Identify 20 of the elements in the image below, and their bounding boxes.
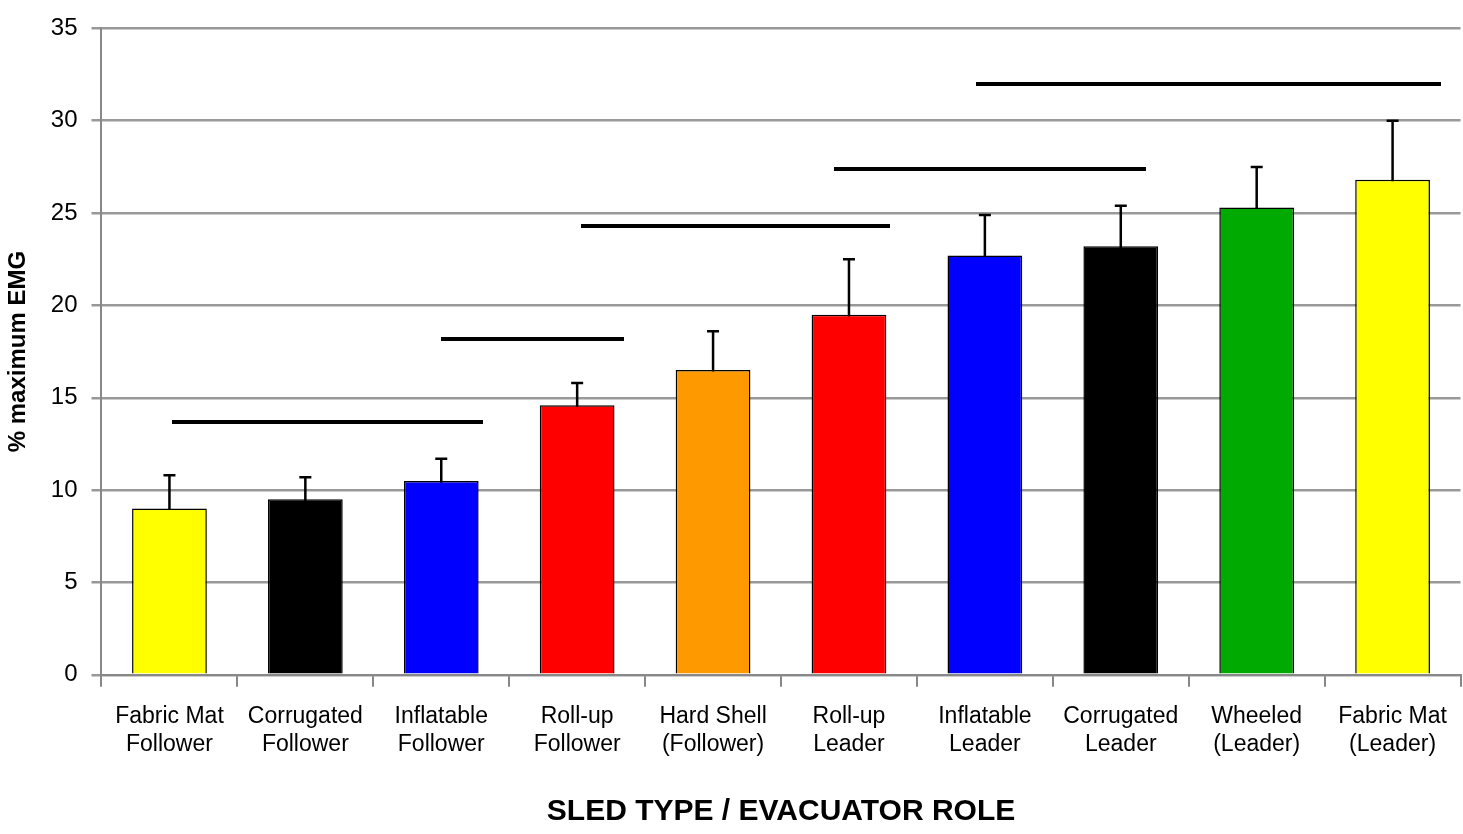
y-tick-label: 25: [50, 197, 78, 225]
y-tick-label: 0: [64, 659, 78, 687]
x-tick-label: Roll-up Follower: [533, 701, 621, 756]
x-tick-label: Inflatable Follower: [394, 701, 488, 756]
y-tick-label: 10: [50, 474, 78, 502]
x-tick-label: Inflatable Leader: [938, 701, 1032, 756]
y-axis-title: % maximum EMG: [3, 250, 31, 453]
x-axis-title: SLED TYPE / EVACUATOR ROLE: [546, 793, 1016, 827]
x-tick-label: Roll-up Leader: [812, 701, 886, 756]
x-tick-label: Fabric Mat (Leader): [1338, 701, 1448, 756]
x-tick-label: Corrugated Leader: [1063, 701, 1179, 756]
x-tick-label: Corrugated Follower: [247, 701, 363, 756]
y-tick-label: 30: [50, 105, 78, 133]
x-tick-label: Wheeled (Leader): [1211, 701, 1303, 756]
y-tick-label: 35: [50, 13, 78, 41]
x-tick-label: Hard Shell (Follower): [659, 701, 767, 756]
y-tick-label: 20: [50, 290, 78, 318]
y-tick-label: 15: [50, 382, 78, 410]
y-tick-label: 5: [64, 567, 78, 595]
x-tick-label: Fabric Mat Follower: [115, 701, 225, 756]
